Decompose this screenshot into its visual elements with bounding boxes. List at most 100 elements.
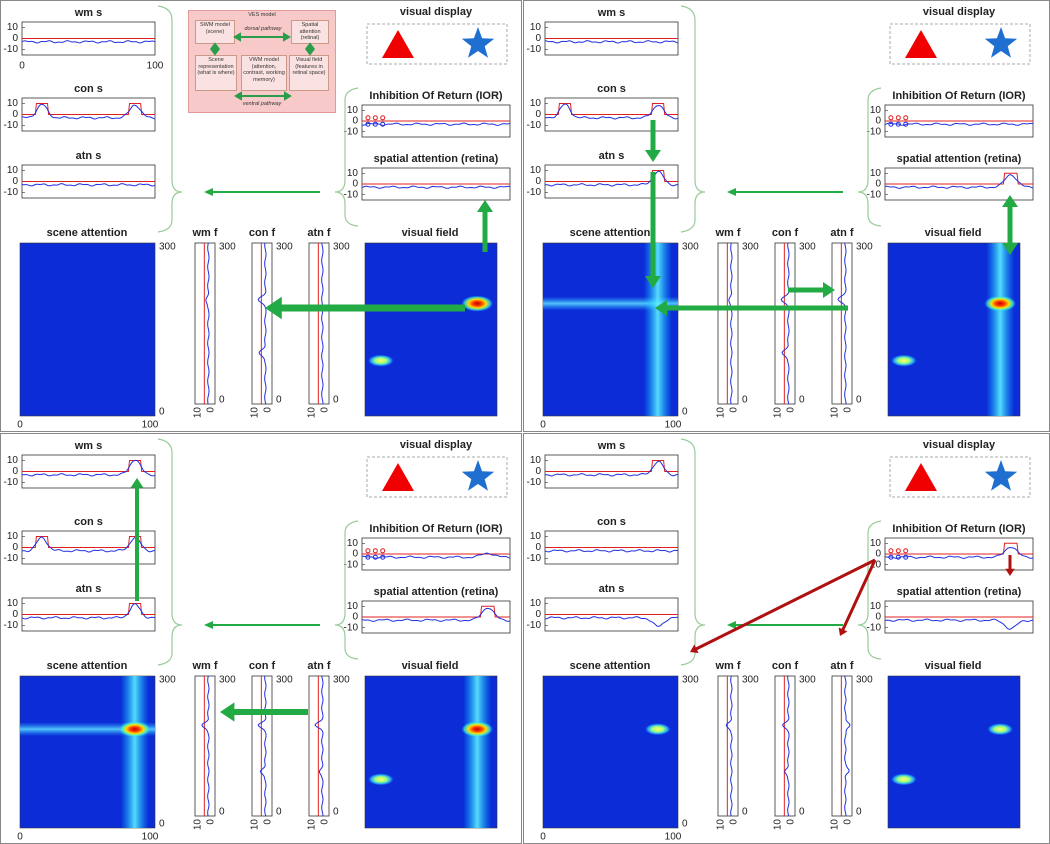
y-tick-label: 300: [682, 242, 699, 253]
plot-frame: [717, 242, 739, 405]
plot-title: wm s: [74, 440, 103, 452]
x-tick-label: 0: [843, 407, 854, 413]
x-tick-label: 100: [142, 420, 159, 431]
heatmap-title: visual field: [925, 227, 982, 239]
y-tick-label: 0: [742, 395, 748, 406]
ves-model: VES model SWM model (scene) Spatial atte…: [188, 10, 336, 113]
y-tick-label: -10: [344, 126, 359, 137]
arrow-head: [1002, 195, 1018, 207]
y-tick-label: 0: [12, 176, 18, 187]
y-tick-label: -10: [4, 620, 19, 631]
y-tick-label: 300: [856, 675, 873, 686]
plot-title: spatial attention (retina): [374, 153, 499, 165]
plot-title: wm f: [714, 660, 740, 672]
ior-marker: [895, 121, 901, 127]
ior-marker: [380, 548, 386, 554]
y-tick-label: 0: [799, 395, 805, 406]
plot-frame: [251, 675, 273, 817]
y-tick-label: -10: [867, 189, 882, 200]
y-tick-label: 0: [352, 179, 358, 190]
blue-curve: [257, 675, 267, 817]
arrow-head: [1005, 568, 1015, 576]
plot-title: wm s: [597, 440, 626, 452]
ves-box: Visual field (features in retinal space): [289, 55, 329, 91]
y-tick-label: 0: [535, 33, 541, 44]
y-tick-label: 300: [159, 675, 176, 686]
red-curve: [545, 460, 678, 472]
y-tick-label: 300: [333, 242, 350, 253]
arrow-head: [265, 296, 282, 320]
y-tick-label: -10: [867, 126, 882, 137]
y-tick-label: 300: [219, 675, 236, 686]
ior-marker: [380, 121, 386, 127]
ior-marker: [365, 121, 371, 127]
y-tick-label: 0: [333, 807, 339, 818]
blue-curve: [837, 242, 847, 405]
plot-title: wm f: [191, 227, 217, 239]
y-tick-label: 0: [12, 109, 18, 120]
heat-stripe: [643, 243, 672, 416]
blue-curve: [314, 675, 324, 817]
red-curve: [545, 170, 678, 182]
display-frame: [366, 456, 508, 498]
red-triangle: [382, 463, 414, 491]
y-tick-label: 10: [7, 22, 19, 33]
arrow-head: [645, 150, 661, 162]
blue-curve: [728, 242, 733, 405]
heat-blob: [890, 354, 917, 367]
x-tick-label: 10: [772, 819, 783, 831]
red-curve: [22, 103, 155, 115]
heatmap-title: visual field: [925, 660, 982, 672]
plot-title: con s: [597, 83, 626, 95]
connector-head: [727, 188, 736, 196]
heat-blob: [987, 723, 1014, 736]
blue-curve: [544, 549, 679, 553]
blue-curve: [321, 242, 324, 405]
ior-marker: [888, 121, 894, 127]
y-tick-label: 300: [276, 242, 293, 253]
y-tick-label: 300: [742, 675, 759, 686]
heat-blob: [367, 773, 394, 786]
y-tick-label: -10: [344, 189, 359, 200]
blue-curve: [844, 675, 851, 817]
blue-curve: [544, 460, 679, 477]
y-tick-label: -10: [344, 559, 359, 570]
red-curve: [362, 605, 510, 618]
heat-blob: [461, 721, 494, 738]
y-tick-label: 0: [352, 549, 358, 560]
plot-frame: [194, 675, 216, 817]
x-tick-label: 0: [320, 819, 331, 825]
y-tick-label: 0: [875, 179, 881, 190]
plot-title: spatial attention (retina): [897, 586, 1022, 598]
plot-title: atn f: [307, 227, 331, 239]
blue-curve: [21, 103, 156, 120]
red-curve: [22, 460, 155, 472]
y-tick-label: 10: [7, 531, 19, 542]
blue-curve: [884, 174, 1034, 189]
connector-head: [204, 621, 213, 629]
x-tick-label: 0: [206, 407, 217, 413]
display-title: visual display: [400, 439, 473, 451]
x-tick-label: 100: [665, 420, 682, 431]
plot-title: atn s: [76, 150, 102, 162]
y-tick-label: 0: [535, 466, 541, 477]
brace: [157, 5, 183, 233]
plot-title: wm s: [597, 7, 626, 19]
plot-frame: [717, 675, 739, 817]
y-tick-label: 0: [12, 466, 18, 477]
y-tick-label: 300: [856, 242, 873, 253]
ior-marker: [365, 115, 371, 121]
y-tick-label: 0: [535, 109, 541, 120]
x-tick-label: 100: [665, 832, 682, 843]
y-tick-label: 0: [682, 819, 688, 830]
blue-curve: [257, 242, 267, 405]
ior-marker: [372, 121, 378, 127]
ior-marker: [888, 554, 894, 560]
x-tick-label: 10: [192, 819, 203, 831]
y-tick-label: 10: [530, 455, 542, 466]
y-tick-label: 10: [7, 598, 19, 609]
ves-box: VWM model (attention, contrast, working …: [241, 55, 287, 91]
blue-curve: [544, 616, 679, 627]
